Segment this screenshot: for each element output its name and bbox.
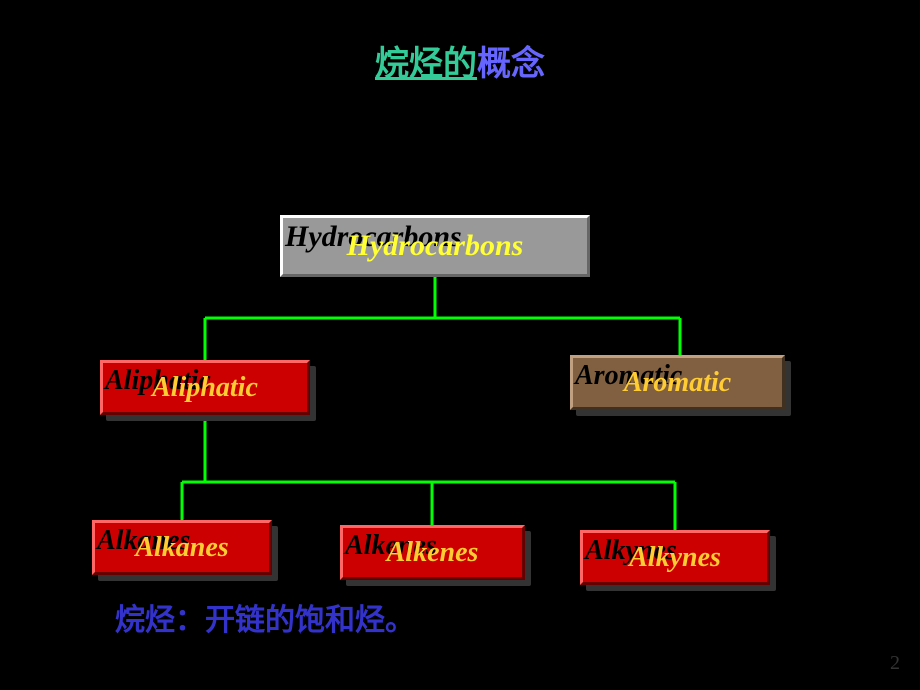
connector-lines [0, 0, 920, 690]
slide: 烷烃的概念 烃(hydrocarbon)：由碳和氢两种元素形成的有机化合物。 H… [0, 0, 920, 690]
node-alkynes: Alkynes Alkynes [580, 530, 770, 585]
node-alkenes-label: Alkenes [387, 537, 479, 569]
footer-text: 烷烃：开链的饱和烃。 [115, 595, 415, 639]
title-part1: 烷烃的 [375, 46, 477, 83]
node-aromatic: Aromatic Aromatic [570, 355, 785, 410]
node-aliphatic-label: Aliphatic [152, 372, 258, 404]
node-alkenes: Alkenes Alkenes [340, 525, 525, 580]
node-aromatic-label: Aromatic [624, 367, 731, 399]
page-number: 2 [890, 652, 900, 675]
title-part2: 概念 [477, 46, 545, 83]
node-hydrocarbons-label: Hydrocarbons [347, 229, 524, 263]
node-alkanes: Alkanes Alkanes [92, 520, 272, 575]
definition-text: 烃(hydrocarbon)：由碳和氢两种元素形成的有机化合物。 [58, 115, 870, 205]
slide-title: 烷烃的概念 [0, 36, 920, 85]
node-alkanes-label: Alkanes [135, 532, 228, 564]
node-alkynes-label: Alkynes [629, 542, 721, 574]
node-hydrocarbons: Hydrocarbons Hydrocarbons [280, 215, 590, 277]
node-aliphatic: Aliphatic Aliphatic [100, 360, 310, 415]
